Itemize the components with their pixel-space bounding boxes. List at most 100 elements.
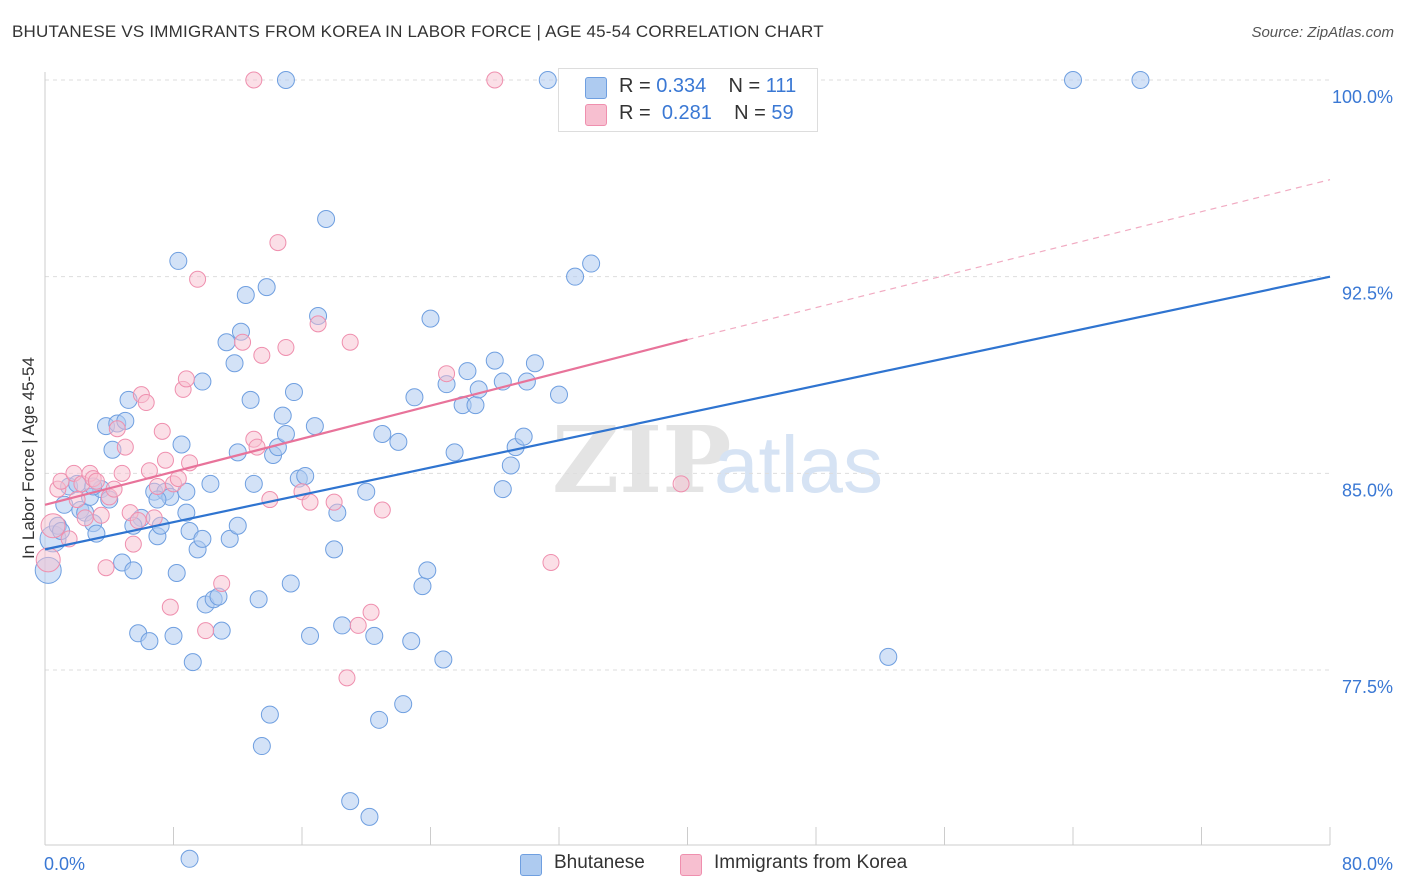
korea-point bbox=[153, 422, 171, 440]
bhutanese-point bbox=[212, 621, 231, 640]
bhutanese-points bbox=[34, 71, 1150, 868]
korea-point bbox=[269, 234, 287, 252]
bhutanese-point bbox=[421, 309, 440, 328]
bhutanese-point bbox=[228, 516, 247, 535]
bhutanese-point bbox=[317, 209, 336, 228]
bhutanese-point bbox=[485, 351, 504, 370]
bhutanese-point bbox=[220, 529, 239, 548]
korea-point bbox=[161, 598, 179, 616]
bhutanese-point bbox=[357, 482, 376, 501]
axes bbox=[44, 72, 1331, 846]
korea-point bbox=[129, 512, 147, 530]
x-tick-label: 0.0% bbox=[44, 854, 85, 874]
y-tick-label: 77.5% bbox=[1342, 677, 1393, 697]
watermark: ZIP atlas bbox=[552, 406, 883, 514]
korea-point bbox=[137, 394, 155, 412]
korea-point bbox=[108, 420, 126, 438]
korea-point bbox=[438, 365, 456, 383]
bhutanese-point bbox=[458, 362, 477, 381]
bhutanese-point bbox=[394, 695, 413, 714]
bhutanese-point bbox=[1131, 71, 1150, 89]
korea-trend-line bbox=[44, 338, 688, 506]
bhutanese-point bbox=[305, 417, 324, 436]
bhutanese-point bbox=[325, 540, 344, 559]
r-label: R = bbox=[619, 102, 651, 124]
n-value: 111 bbox=[765, 75, 797, 97]
bhutanese-point bbox=[169, 251, 188, 270]
korea-point bbox=[92, 506, 110, 524]
korea-point bbox=[156, 451, 174, 469]
r-value: 0.281 bbox=[661, 102, 712, 124]
bhutanese-point bbox=[365, 626, 384, 645]
bhutanese-point bbox=[183, 653, 202, 672]
bhutanese-point bbox=[360, 807, 379, 826]
bhutanese-point bbox=[249, 590, 268, 609]
korea-point bbox=[373, 501, 391, 519]
bhutanese-point bbox=[501, 456, 520, 475]
korea-point bbox=[116, 438, 134, 456]
watermark-atlas: atlas bbox=[714, 420, 883, 509]
korea-point bbox=[35, 547, 61, 573]
bhutanese-point bbox=[177, 482, 196, 501]
bhutanese-point bbox=[180, 849, 199, 868]
korea-point bbox=[277, 338, 295, 356]
korea-point bbox=[189, 270, 207, 288]
bhutanese-point bbox=[252, 737, 271, 756]
bhutanese-point bbox=[879, 647, 898, 666]
bhutanese-point bbox=[124, 561, 143, 580]
bhutanese-point bbox=[402, 632, 421, 651]
x-tick-label: 80.0% bbox=[1342, 854, 1393, 874]
bhutanese-swatch bbox=[585, 77, 607, 99]
y-tick-label: 85.0% bbox=[1342, 480, 1393, 500]
bhutanese-point bbox=[582, 254, 601, 273]
bhutanese-point bbox=[550, 385, 568, 404]
bhutanese-point bbox=[276, 425, 295, 443]
legend-label: Bhutanese bbox=[554, 852, 645, 873]
bhutanese-point bbox=[276, 71, 295, 89]
korea-point bbox=[97, 559, 115, 577]
korea-point bbox=[197, 622, 215, 640]
y-tick-label: 92.5% bbox=[1342, 284, 1393, 304]
bhutanese-point bbox=[241, 390, 260, 409]
source-label: Source: ZipAtlas.com bbox=[1251, 24, 1394, 41]
bhutanese-point bbox=[201, 474, 220, 493]
bhutanese-point bbox=[260, 705, 279, 724]
korea-point bbox=[301, 493, 319, 511]
bhutanese-point bbox=[333, 616, 352, 635]
korea-point bbox=[76, 509, 94, 527]
korea-swatch bbox=[680, 854, 702, 876]
korea-point bbox=[349, 616, 367, 634]
bhutanese-point bbox=[193, 529, 212, 548]
korea-trend-extension bbox=[687, 179, 1331, 341]
bhutanese-point bbox=[514, 427, 533, 446]
korea-point bbox=[325, 493, 343, 511]
r-value: 0.334 bbox=[656, 75, 707, 97]
watermark-zip: ZIP bbox=[552, 406, 731, 514]
bhutanese-point bbox=[164, 626, 183, 645]
bhutanese-point bbox=[413, 577, 432, 596]
grid-lines bbox=[45, 79, 1330, 671]
bhutanese-point bbox=[466, 396, 485, 415]
korea-point bbox=[672, 475, 690, 493]
bhutanese-point bbox=[538, 71, 557, 89]
bhutanese-point bbox=[566, 267, 585, 286]
bhutanese-point bbox=[525, 354, 544, 373]
y-tick-label: 100.0% bbox=[1332, 87, 1393, 107]
bhutanese-point bbox=[273, 406, 292, 425]
bhutanese-point bbox=[177, 503, 196, 522]
bhutanese-point bbox=[228, 443, 247, 462]
bhutanese-point bbox=[493, 480, 512, 499]
bhutanese-point bbox=[284, 383, 303, 402]
n-label: N = bbox=[734, 102, 766, 124]
korea-point bbox=[124, 535, 142, 553]
bhutanese-point bbox=[1064, 71, 1082, 89]
korea-point bbox=[362, 603, 380, 621]
bhutanese-point bbox=[167, 563, 186, 582]
bhutanese-point bbox=[389, 432, 408, 451]
korea-swatch bbox=[585, 104, 607, 126]
bhutanese-point bbox=[296, 466, 315, 485]
korea-point bbox=[245, 71, 263, 89]
bhutanese-point bbox=[405, 388, 424, 407]
bhutanese-point bbox=[445, 443, 464, 462]
bhutanese-point bbox=[418, 561, 437, 580]
